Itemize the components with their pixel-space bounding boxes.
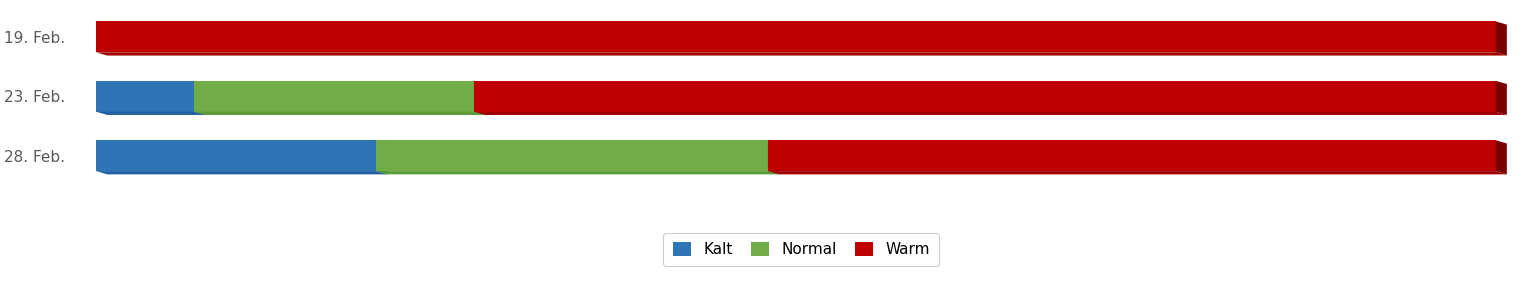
Polygon shape — [1495, 81, 1507, 115]
Polygon shape — [195, 81, 205, 115]
Legend: Kalt, Normal, Warm: Kalt, Normal, Warm — [663, 233, 939, 266]
Polygon shape — [195, 112, 486, 115]
Polygon shape — [1495, 21, 1507, 56]
Polygon shape — [97, 112, 205, 115]
Polygon shape — [768, 171, 1507, 174]
Polygon shape — [473, 112, 1507, 115]
Polygon shape — [97, 171, 388, 174]
Polygon shape — [97, 140, 375, 171]
Polygon shape — [97, 21, 1495, 52]
Polygon shape — [1495, 140, 1507, 174]
Polygon shape — [473, 81, 1495, 112]
Polygon shape — [473, 81, 486, 115]
Polygon shape — [375, 140, 768, 171]
Polygon shape — [768, 140, 780, 174]
Polygon shape — [97, 52, 1507, 56]
Polygon shape — [375, 171, 780, 174]
Polygon shape — [375, 140, 388, 174]
Polygon shape — [97, 81, 195, 112]
Polygon shape — [768, 140, 1495, 171]
Polygon shape — [195, 81, 473, 112]
